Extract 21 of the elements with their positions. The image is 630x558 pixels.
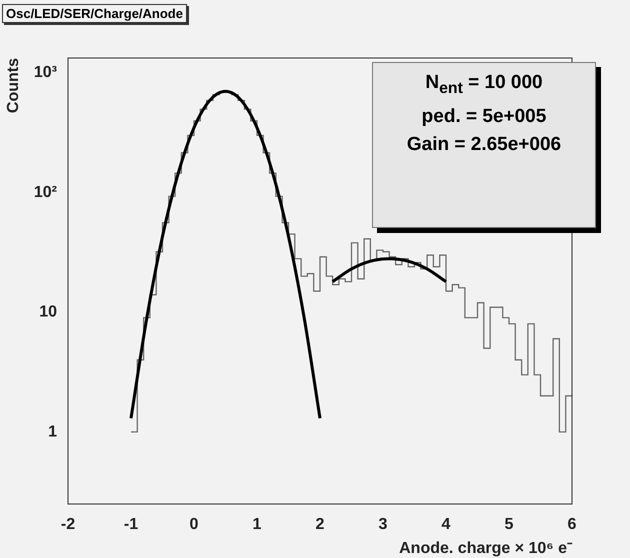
line-series: [130, 90, 322, 420]
line-series: [331, 257, 448, 284]
y-axis-title: Counts: [5, 58, 22, 114]
x-tick-label: 0: [190, 516, 199, 534]
y-tick-label: 10: [39, 304, 58, 321]
x-tick-label: -2: [60, 516, 76, 534]
x-tick-label: 4: [442, 516, 451, 534]
x-tick-label: -1: [124, 516, 138, 534]
annotation: Gain = 2.65e+006: [406, 132, 562, 157]
y-tick-label: 10³: [34, 64, 57, 82]
x-tick-label: 6: [568, 516, 577, 534]
x-tick-label: 5: [504, 516, 514, 534]
x-tick-label: 2: [316, 516, 325, 534]
x-axis-title: Anode. charge × 10⁶ e⁻: [399, 540, 573, 557]
y-tick-label: 10²: [34, 184, 57, 201]
chart-title: Osc/LED/SER/Charge/Anode: [2, 4, 187, 23]
annotation: N$_{ent}$ = 10 000: [424, 71, 544, 99]
x-tick-label: 3: [378, 516, 388, 534]
annotation: ped. = 5e+005: [420, 104, 548, 129]
y-tick-label: 1: [48, 423, 58, 440]
x-tick-label: 1: [252, 516, 262, 534]
